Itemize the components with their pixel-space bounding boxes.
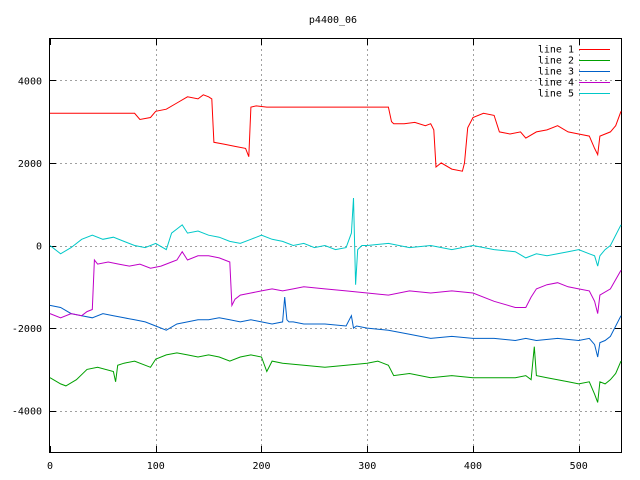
chart-title: p4400_06 [309,15,357,26]
series-group [49,94,622,403]
axis-ticks: 0 100 200 300 400 500 -4000 -2000 0 2000 4000 [12,39,621,472]
x-tick-label: 500 [570,461,588,472]
y-tick-label: -2000 [12,324,42,335]
y-tick-label: 4000 [18,76,42,87]
series-line-2 [49,346,622,403]
legend-label: line 5 [538,89,574,100]
legend-label: line 3 [538,67,574,78]
y-tick-label: 2000 [18,159,42,170]
legend-label: line 4 [538,78,574,89]
y-tick-label: -4000 [12,407,42,418]
series-line-1 [50,94,622,172]
x-tick-label: 200 [252,461,270,472]
x-tick-label: 300 [358,461,376,472]
x-tick-label: 100 [147,461,165,472]
legend-label: line 2 [538,56,574,67]
y-tick-label: 0 [36,242,42,253]
series-line-5 [49,197,622,285]
x-tick-label: 0 [47,461,53,472]
legend-label: line 1 [538,45,574,56]
series-line-3 [49,297,622,358]
plot-frame [49,38,622,453]
series-line-4 [49,250,622,319]
x-tick-label: 400 [464,461,482,472]
